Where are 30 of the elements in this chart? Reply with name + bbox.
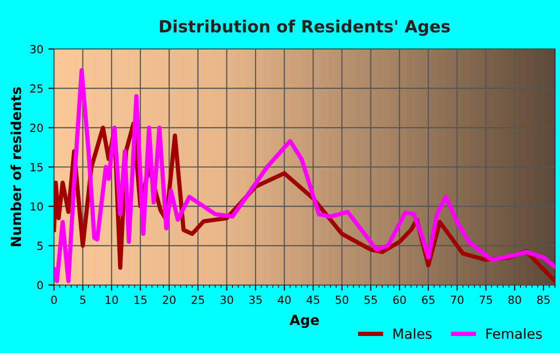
x-tick-label: 25 (192, 296, 204, 304)
x-tick-label: 10 (106, 296, 118, 304)
y-tick-label: 0 (37, 280, 43, 290)
y-tick-label: 15 (30, 163, 43, 172)
x-tick-label: 40 (278, 296, 291, 304)
y-tick-label: 25 (30, 84, 43, 93)
x-tick-label: 15 (134, 296, 146, 304)
x-tick-label: 85 (537, 296, 550, 304)
chart-title: Distribution of Residents' Ages (160, 20, 450, 36)
x-tick-label: 70 (450, 296, 464, 304)
x-tick-label: 5 (80, 296, 86, 304)
y-tick-label: 30 (30, 44, 43, 54)
y-tick-label: 10 (30, 202, 43, 211)
y-axis-title: Number of residents (10, 87, 22, 246)
x-tick-label: 65 (422, 296, 434, 304)
x-tick-label: 45 (306, 296, 320, 304)
x-tick-label: 30 (220, 296, 234, 304)
x-tick-label: 20 (162, 296, 176, 304)
x-tick-label: 35 (249, 296, 262, 304)
x-tick-label: 60 (393, 296, 406, 304)
legend-label: Males (394, 328, 432, 339)
x-tick-label: 80 (508, 296, 522, 304)
y-tick-label: 5 (37, 242, 43, 250)
x-tick-label: 55 (364, 296, 377, 304)
x-tick-label: 75 (480, 296, 492, 304)
x-tick-label: 0 (51, 296, 57, 304)
x-axis-title: Age (290, 314, 319, 328)
legend-label: Females (486, 328, 542, 339)
y-tick-label: 20 (30, 124, 43, 132)
x-tick-label: 50 (336, 296, 348, 304)
